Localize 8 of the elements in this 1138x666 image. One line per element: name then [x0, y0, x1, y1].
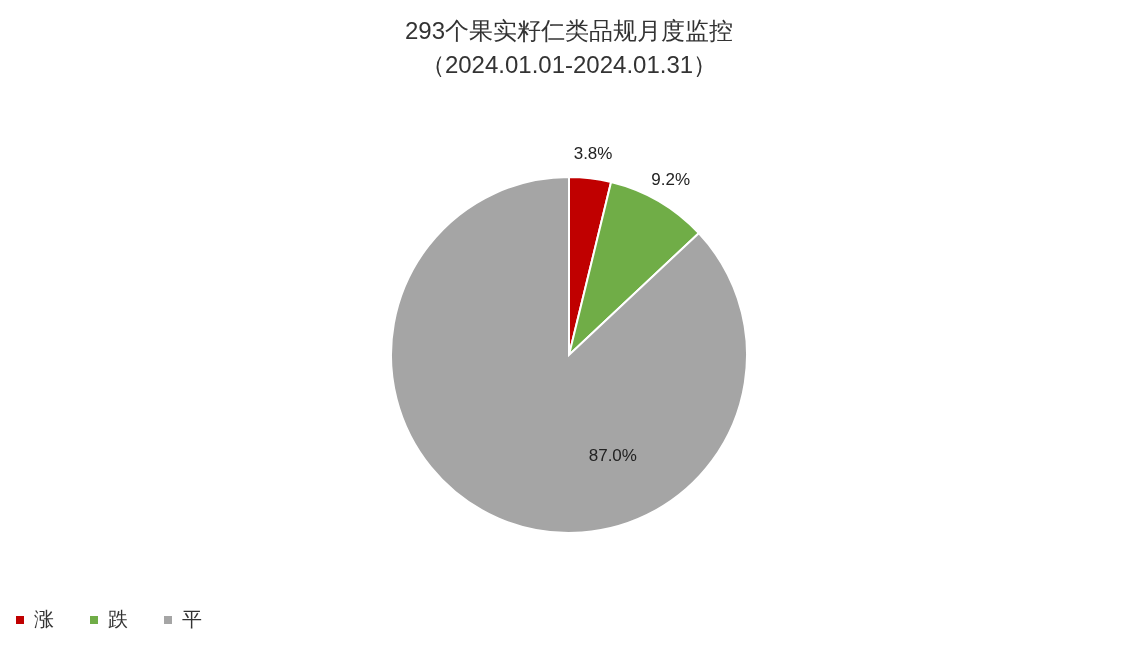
chart-title: 293个果实籽仁类品规月度监控: [404, 17, 734, 44]
data-label: 3.8%: [573, 144, 613, 164]
legend-label: 跌: [108, 608, 128, 630]
legend-label: 涨: [34, 608, 54, 630]
data-label: 87.0%: [588, 446, 637, 466]
data-label: 9.2%: [651, 170, 691, 190]
chart-subtitle: （2024.01.01-2024.01.31）: [420, 51, 718, 78]
legend-label: 平: [182, 608, 202, 630]
